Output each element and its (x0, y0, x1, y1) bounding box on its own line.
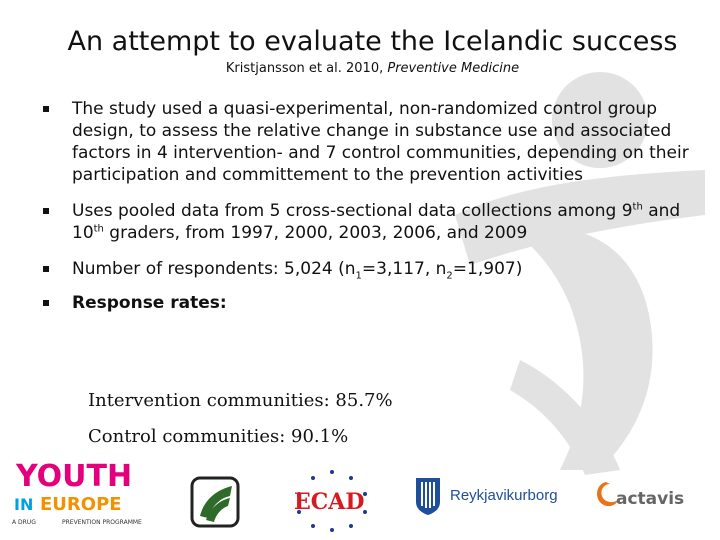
reykjavik-crest-icon (416, 478, 440, 515)
bullet-marker (43, 300, 49, 306)
bullet-response-rates: Response rates: (40, 292, 700, 314)
subscript: 2 (446, 270, 453, 282)
sponsor-logos: YOUTH IN EUROPE A DRUG PREVENTION PROGRA… (0, 452, 720, 540)
bullet-pooled-data: Uses pooled data from 5 cross-sectional … (40, 200, 700, 244)
youth-in-europe-logo: YOUTH IN EUROPE A DRUG PREVENTION PROGRA… (12, 459, 142, 526)
bullet-text-part: =3,117, n (361, 259, 447, 279)
youth-logo-europe: EUROPE (40, 494, 122, 515)
bullet-text-part: and 10 (72, 201, 681, 243)
bullet-text-part: =1,907) (452, 259, 523, 279)
slide-title: An attempt to evaluate the Icelandic suc… (67, 26, 678, 57)
bullet-text-part: graders, from 1997, 2000, 2003, 2006, an… (103, 223, 528, 243)
emblem-swoosh (200, 486, 232, 518)
citation-journal: Preventive Medicine (387, 61, 520, 76)
bullet-text-part: Uses pooled data from 5 cross-sectional … (72, 201, 633, 221)
bullet-text: The study used a quasi-experimental, non… (72, 99, 689, 185)
intervention-rate: Intervention communities: 85.7% (88, 390, 393, 411)
superscript: th (93, 223, 104, 235)
youth-logo-in: IN (14, 495, 33, 514)
reykjavik-wordmark: Reykjavikurborg (450, 487, 558, 504)
subscript: 1 (355, 270, 362, 282)
actavis-logo: actavis (597, 482, 684, 509)
superscript: th (632, 201, 643, 213)
bullet-text-part: Number of respondents: 5,024 (n (72, 259, 356, 279)
bullet-study-design: The study used a quasi-experimental, non… (40, 98, 700, 186)
emblem-swoosh-inner (206, 498, 230, 522)
ecad-star-ring (297, 470, 367, 532)
watermark-head (552, 72, 648, 168)
bullet-respondents: Number of respondents: 5,024 (n1=3,117, … (40, 258, 700, 282)
watermark-body (530, 230, 653, 470)
bullet-list: The study used a quasi-experimental, non… (40, 98, 700, 314)
bullet-marker (43, 106, 49, 112)
green-emblem-logo (190, 476, 240, 528)
youth-logo-tag-left: A DRUG (12, 519, 36, 526)
slide-subtitle: Kristjansson et al. 2010, Preventive Med… (0, 61, 720, 77)
ecad-logo: ECAD (294, 470, 367, 532)
youth-logo-wordmark: YOUTH (15, 459, 132, 494)
bullet-text: Response rates: (72, 293, 227, 313)
citation-authors: Kristjansson et al. 2010, (225, 61, 388, 76)
actavis-wordmark: actavis (616, 489, 684, 509)
bullet-marker (43, 208, 49, 214)
actavis-swirl-icon (597, 482, 618, 507)
watermark-arm (455, 170, 705, 265)
youth-logo-tag-right: PREVENTION PROGRAMME (62, 519, 142, 526)
bullet-marker (43, 266, 49, 272)
ecad-wordmark: ECAD (294, 489, 364, 515)
watermark-leg (510, 360, 620, 475)
control-rate: Control communities: 90.1% (88, 426, 349, 447)
